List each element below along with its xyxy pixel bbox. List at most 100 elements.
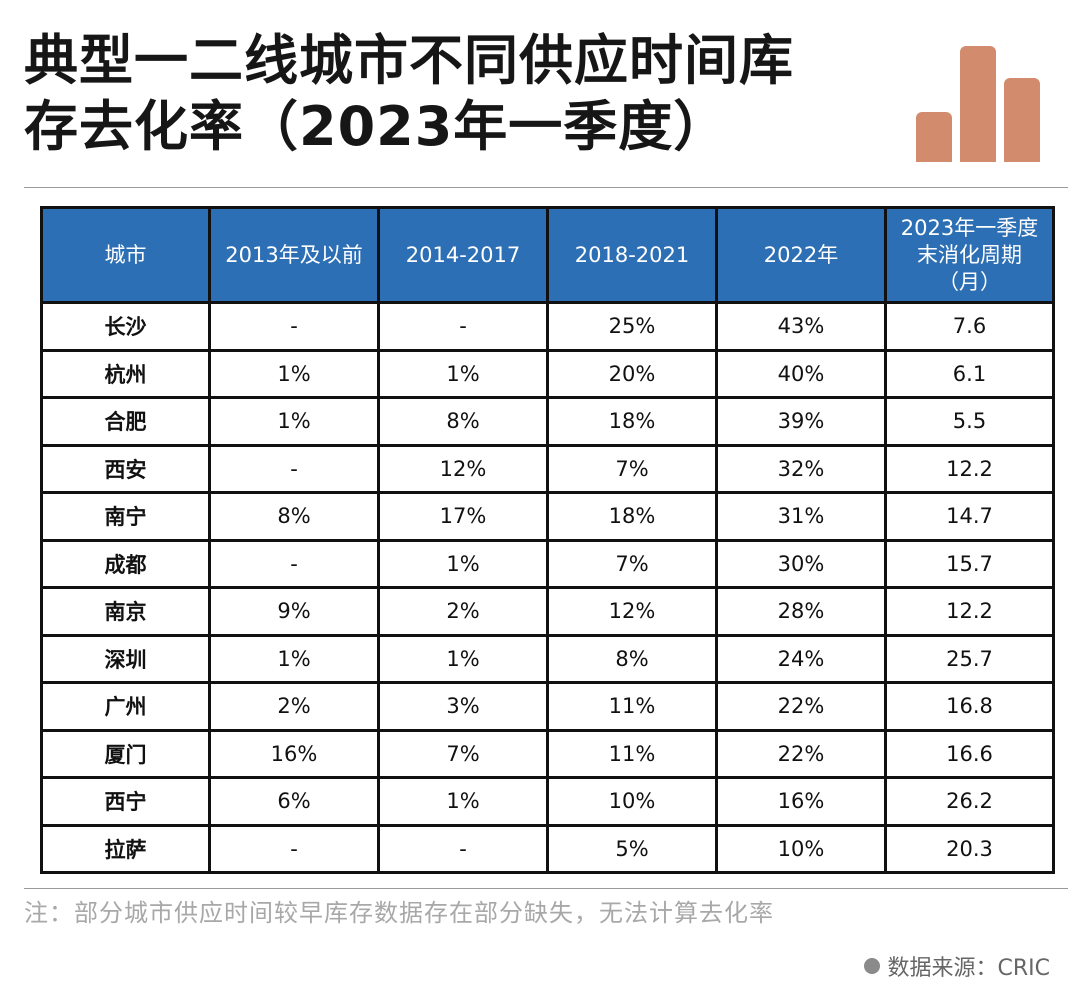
table-row: 西安 -12% 7% 32% 12.2 bbox=[40, 443, 1055, 494]
value-cell: 1% bbox=[208, 348, 380, 399]
value-cell: 16.8 bbox=[884, 681, 1055, 732]
value-cell: 16% bbox=[208, 728, 380, 779]
source-text: 数据来源：CRIC bbox=[887, 956, 1051, 981]
table-row: 合肥 1% 8% 18% 39% 5.5 bbox=[40, 396, 1055, 447]
top-divider bbox=[24, 187, 1068, 188]
value-cell: 32% bbox=[715, 443, 887, 494]
title-line-1: 典型一二线城市不同供应时间库 bbox=[24, 29, 794, 92]
header-cell: 2018-2021 bbox=[546, 206, 718, 304]
value-cell: 26.2 bbox=[884, 776, 1055, 827]
city-cell: 南京 bbox=[40, 586, 211, 637]
value-cell: 31% bbox=[715, 491, 887, 542]
value-cell: - bbox=[377, 301, 549, 352]
value-cell: 1% bbox=[377, 633, 549, 684]
header-last-line-2: 末消化周期 bbox=[917, 242, 1022, 267]
value-cell: 22% bbox=[715, 728, 887, 779]
value-cell: 7.6 bbox=[884, 301, 1055, 352]
header-cell: 城市 bbox=[40, 206, 211, 304]
table-row: 西宁 6% 1% 10% 16% 26.2 bbox=[40, 776, 1055, 827]
table-header-row: 城市 2013年及以前 2014-2017 2018-2021 2022年 20… bbox=[40, 206, 1055, 304]
value-cell: 24% bbox=[715, 633, 887, 684]
table-row: 长沙 - -25% 43% 7.6 bbox=[40, 301, 1055, 352]
header-cell: 2022年 bbox=[715, 206, 887, 304]
city-cell: 西宁 bbox=[40, 776, 211, 827]
bottom-divider bbox=[24, 888, 1068, 889]
value-cell: 14.7 bbox=[884, 491, 1055, 542]
value-cell: 8% bbox=[208, 491, 380, 542]
value-cell: - bbox=[208, 823, 380, 874]
value-cell: 1% bbox=[377, 348, 549, 399]
city-cell: 西安 bbox=[40, 443, 211, 494]
city-cell: 南宁 bbox=[40, 491, 211, 542]
table-row: 成都 -1% 7% 30% 15.7 bbox=[40, 538, 1055, 589]
value-cell: 12.2 bbox=[884, 443, 1055, 494]
footnote: 注：部分城市供应时间较早库存数据存在部分缺失，无法计算去化率 bbox=[24, 899, 774, 927]
value-cell: 7% bbox=[377, 728, 549, 779]
value-cell: 11% bbox=[546, 728, 718, 779]
value-cell: 7% bbox=[546, 538, 718, 589]
value-cell: 12% bbox=[546, 586, 718, 637]
value-cell: 25.7 bbox=[884, 633, 1055, 684]
source-line: 数据来源：CRIC bbox=[863, 950, 1051, 982]
city-cell: 成都 bbox=[40, 538, 211, 589]
value-cell: 40% bbox=[715, 348, 887, 399]
city-cell: 拉萨 bbox=[40, 823, 211, 874]
value-cell: - bbox=[377, 823, 549, 874]
value-cell: 25% bbox=[546, 301, 718, 352]
value-cell: 39% bbox=[715, 396, 887, 447]
table-row: 广州 2% 3% 11% 22% 16.8 bbox=[40, 681, 1055, 732]
bullet-dot-icon bbox=[863, 958, 880, 974]
data-table: 城市 2013年及以前 2014-2017 2018-2021 2022年 20… bbox=[40, 206, 1055, 874]
value-cell: 8% bbox=[546, 633, 718, 684]
table-row: 南宁 8% 17% 18% 31% 14.7 bbox=[40, 491, 1055, 542]
table-body: 长沙 - -25% 43% 7.6 杭州 1% 1% 20% 40% 6.1 合肥 1% 8% 18% 39%… bbox=[40, 301, 1055, 874]
value-cell: 43% bbox=[715, 301, 887, 352]
value-cell: 6% bbox=[208, 776, 380, 827]
table-row: 杭州 1% 1% 20% 40% 6.1 bbox=[40, 348, 1055, 399]
value-cell: 1% bbox=[377, 538, 549, 589]
logo-bar-2 bbox=[960, 46, 996, 162]
value-cell: 18% bbox=[546, 491, 718, 542]
value-cell: 10% bbox=[715, 823, 887, 874]
value-cell: 18% bbox=[546, 396, 718, 447]
city-cell: 厦门 bbox=[40, 728, 211, 779]
value-cell: 28% bbox=[715, 586, 887, 637]
value-cell: 15.7 bbox=[884, 538, 1055, 589]
value-cell: 16.6 bbox=[884, 728, 1055, 779]
value-cell: 1% bbox=[208, 633, 380, 684]
logo-bar-1 bbox=[916, 112, 952, 162]
page-title: 典型一二线城市不同供应时间库 存去化率（2023年一季度） bbox=[24, 28, 884, 160]
value-cell: 2% bbox=[208, 681, 380, 732]
value-cell: 6.1 bbox=[884, 348, 1055, 399]
value-cell: 17% bbox=[377, 491, 549, 542]
title-line-2: 存去化率（2023年一季度） bbox=[24, 95, 729, 158]
header-last-line-3: （月） bbox=[938, 269, 1001, 294]
value-cell: 1% bbox=[208, 396, 380, 447]
value-cell: 3% bbox=[377, 681, 549, 732]
value-cell: 7% bbox=[546, 443, 718, 494]
value-cell: 9% bbox=[208, 586, 380, 637]
value-cell: - bbox=[208, 538, 380, 589]
value-cell: 30% bbox=[715, 538, 887, 589]
value-cell: 5% bbox=[546, 823, 718, 874]
city-cell: 合肥 bbox=[40, 396, 211, 447]
logo-bar-3 bbox=[1004, 78, 1040, 162]
value-cell: - bbox=[208, 301, 380, 352]
city-cell: 深圳 bbox=[40, 633, 211, 684]
header-cell: 2013年及以前 bbox=[208, 206, 380, 304]
value-cell: - bbox=[208, 443, 380, 494]
value-cell: 16% bbox=[715, 776, 887, 827]
value-cell: 12% bbox=[377, 443, 549, 494]
value-cell: 11% bbox=[546, 681, 718, 732]
table-row: 厦门 16% 7% 11% 22% 16.6 bbox=[40, 728, 1055, 779]
value-cell: 10% bbox=[546, 776, 718, 827]
value-cell: 20% bbox=[546, 348, 718, 399]
table-row: 拉萨 - -5% 10% 20.3 bbox=[40, 823, 1055, 874]
value-cell: 2% bbox=[377, 586, 549, 637]
city-cell: 广州 bbox=[40, 681, 211, 732]
city-cell: 杭州 bbox=[40, 348, 211, 399]
table-row: 南京 9% 2% 12% 28% 12.2 bbox=[40, 586, 1055, 637]
value-cell: 8% bbox=[377, 396, 549, 447]
header-last-line-1: 2023年一季度 bbox=[900, 215, 1039, 240]
header-cell-last: 2023年一季度 末消化周期 （月） bbox=[884, 206, 1055, 304]
